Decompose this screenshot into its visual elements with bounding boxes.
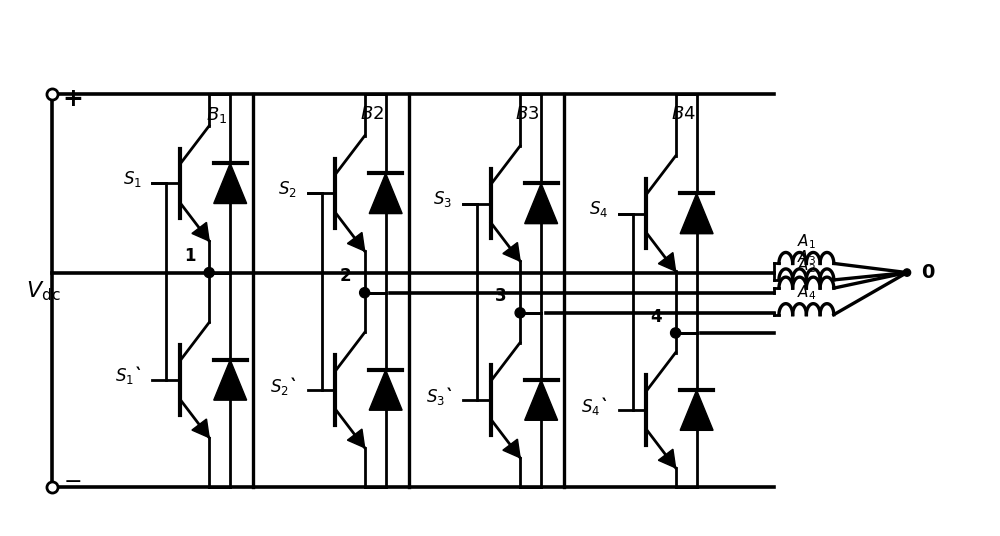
Polygon shape xyxy=(369,370,402,410)
Text: 4: 4 xyxy=(650,308,662,325)
Text: $B4$: $B4$ xyxy=(671,105,695,123)
Polygon shape xyxy=(192,419,209,438)
Text: $A_1$: $A_1$ xyxy=(797,232,816,251)
Text: $V_{\rm dc}$: $V_{\rm dc}$ xyxy=(26,279,61,303)
Text: $-$: $-$ xyxy=(63,470,81,490)
Polygon shape xyxy=(525,183,558,224)
Text: 3: 3 xyxy=(495,287,506,306)
Text: $S_3$: $S_3$ xyxy=(433,189,452,209)
Text: $B_1$: $B_1$ xyxy=(206,105,227,125)
Text: $A_2$: $A_2$ xyxy=(797,257,816,276)
Circle shape xyxy=(903,269,911,276)
Text: +: + xyxy=(63,87,84,111)
Text: 2: 2 xyxy=(339,267,351,285)
Polygon shape xyxy=(680,390,713,430)
Polygon shape xyxy=(680,193,713,234)
Text: $B2$: $B2$ xyxy=(360,105,384,123)
Polygon shape xyxy=(369,173,402,213)
Polygon shape xyxy=(658,449,676,468)
Polygon shape xyxy=(347,429,365,448)
Text: $S_2$`: $S_2$` xyxy=(270,375,297,397)
Text: $S_4$`: $S_4$` xyxy=(581,394,608,416)
Text: $S_1$: $S_1$ xyxy=(123,169,141,189)
Circle shape xyxy=(360,288,370,297)
Polygon shape xyxy=(525,380,558,420)
Text: $S_1$`: $S_1$` xyxy=(115,364,141,386)
Polygon shape xyxy=(214,163,247,204)
Text: $A_4$: $A_4$ xyxy=(797,283,816,302)
Text: $S_4$: $S_4$ xyxy=(589,199,608,219)
Text: 1: 1 xyxy=(184,247,195,265)
Polygon shape xyxy=(503,242,520,261)
Polygon shape xyxy=(214,360,247,400)
Text: $B3$: $B3$ xyxy=(515,105,540,123)
Text: 0: 0 xyxy=(921,263,934,282)
Text: $A_3$: $A_3$ xyxy=(797,248,816,267)
Circle shape xyxy=(515,308,525,318)
Polygon shape xyxy=(347,233,365,251)
Polygon shape xyxy=(658,252,676,271)
Circle shape xyxy=(671,328,681,338)
Polygon shape xyxy=(192,222,209,241)
Circle shape xyxy=(204,267,214,278)
Polygon shape xyxy=(503,439,520,458)
Text: $S_3$`: $S_3$` xyxy=(426,385,452,407)
Text: $S_2$: $S_2$ xyxy=(278,179,297,199)
